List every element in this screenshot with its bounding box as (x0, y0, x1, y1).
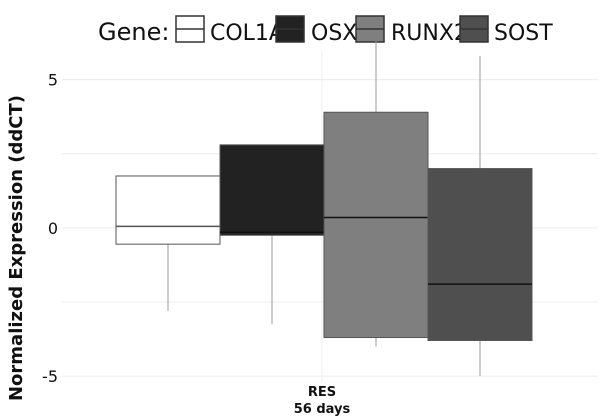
box-body (115, 175, 221, 245)
y-tick-label: 5 (48, 71, 58, 90)
y-tick-label: -5 (42, 367, 58, 386)
y-axis-label: Normalized Expression (ddCT) (6, 95, 27, 401)
legend-title: Gene: (98, 18, 169, 46)
y-tick-label: 0 (48, 219, 58, 238)
box-body (427, 168, 533, 341)
legend-item-sost: SOST (459, 15, 553, 46)
legend-label: RUNX2 (391, 21, 468, 46)
legend-item-runx2: RUNX2 (355, 15, 468, 46)
legend-item-col1a: COL1A (175, 15, 284, 46)
boxes (115, 41, 533, 377)
legend-label: COL1A (210, 21, 284, 46)
box-col1a (115, 175, 221, 311)
box-osx (219, 144, 325, 325)
x-category-label: RES (308, 385, 336, 400)
legend-item-osx: OSX (275, 15, 357, 46)
legend: Gene: COL1A OSX RUNX2 SOST (98, 15, 553, 46)
box-body (323, 111, 429, 339)
legend-label: SOST (494, 21, 553, 46)
box-runx2 (323, 41, 429, 347)
legend-label: OSX (311, 21, 357, 46)
box-sost (427, 55, 533, 377)
x-category-sublabel: 56 days (294, 402, 351, 417)
y-axis: -5 0 5 (42, 71, 58, 386)
box-body (219, 144, 325, 236)
